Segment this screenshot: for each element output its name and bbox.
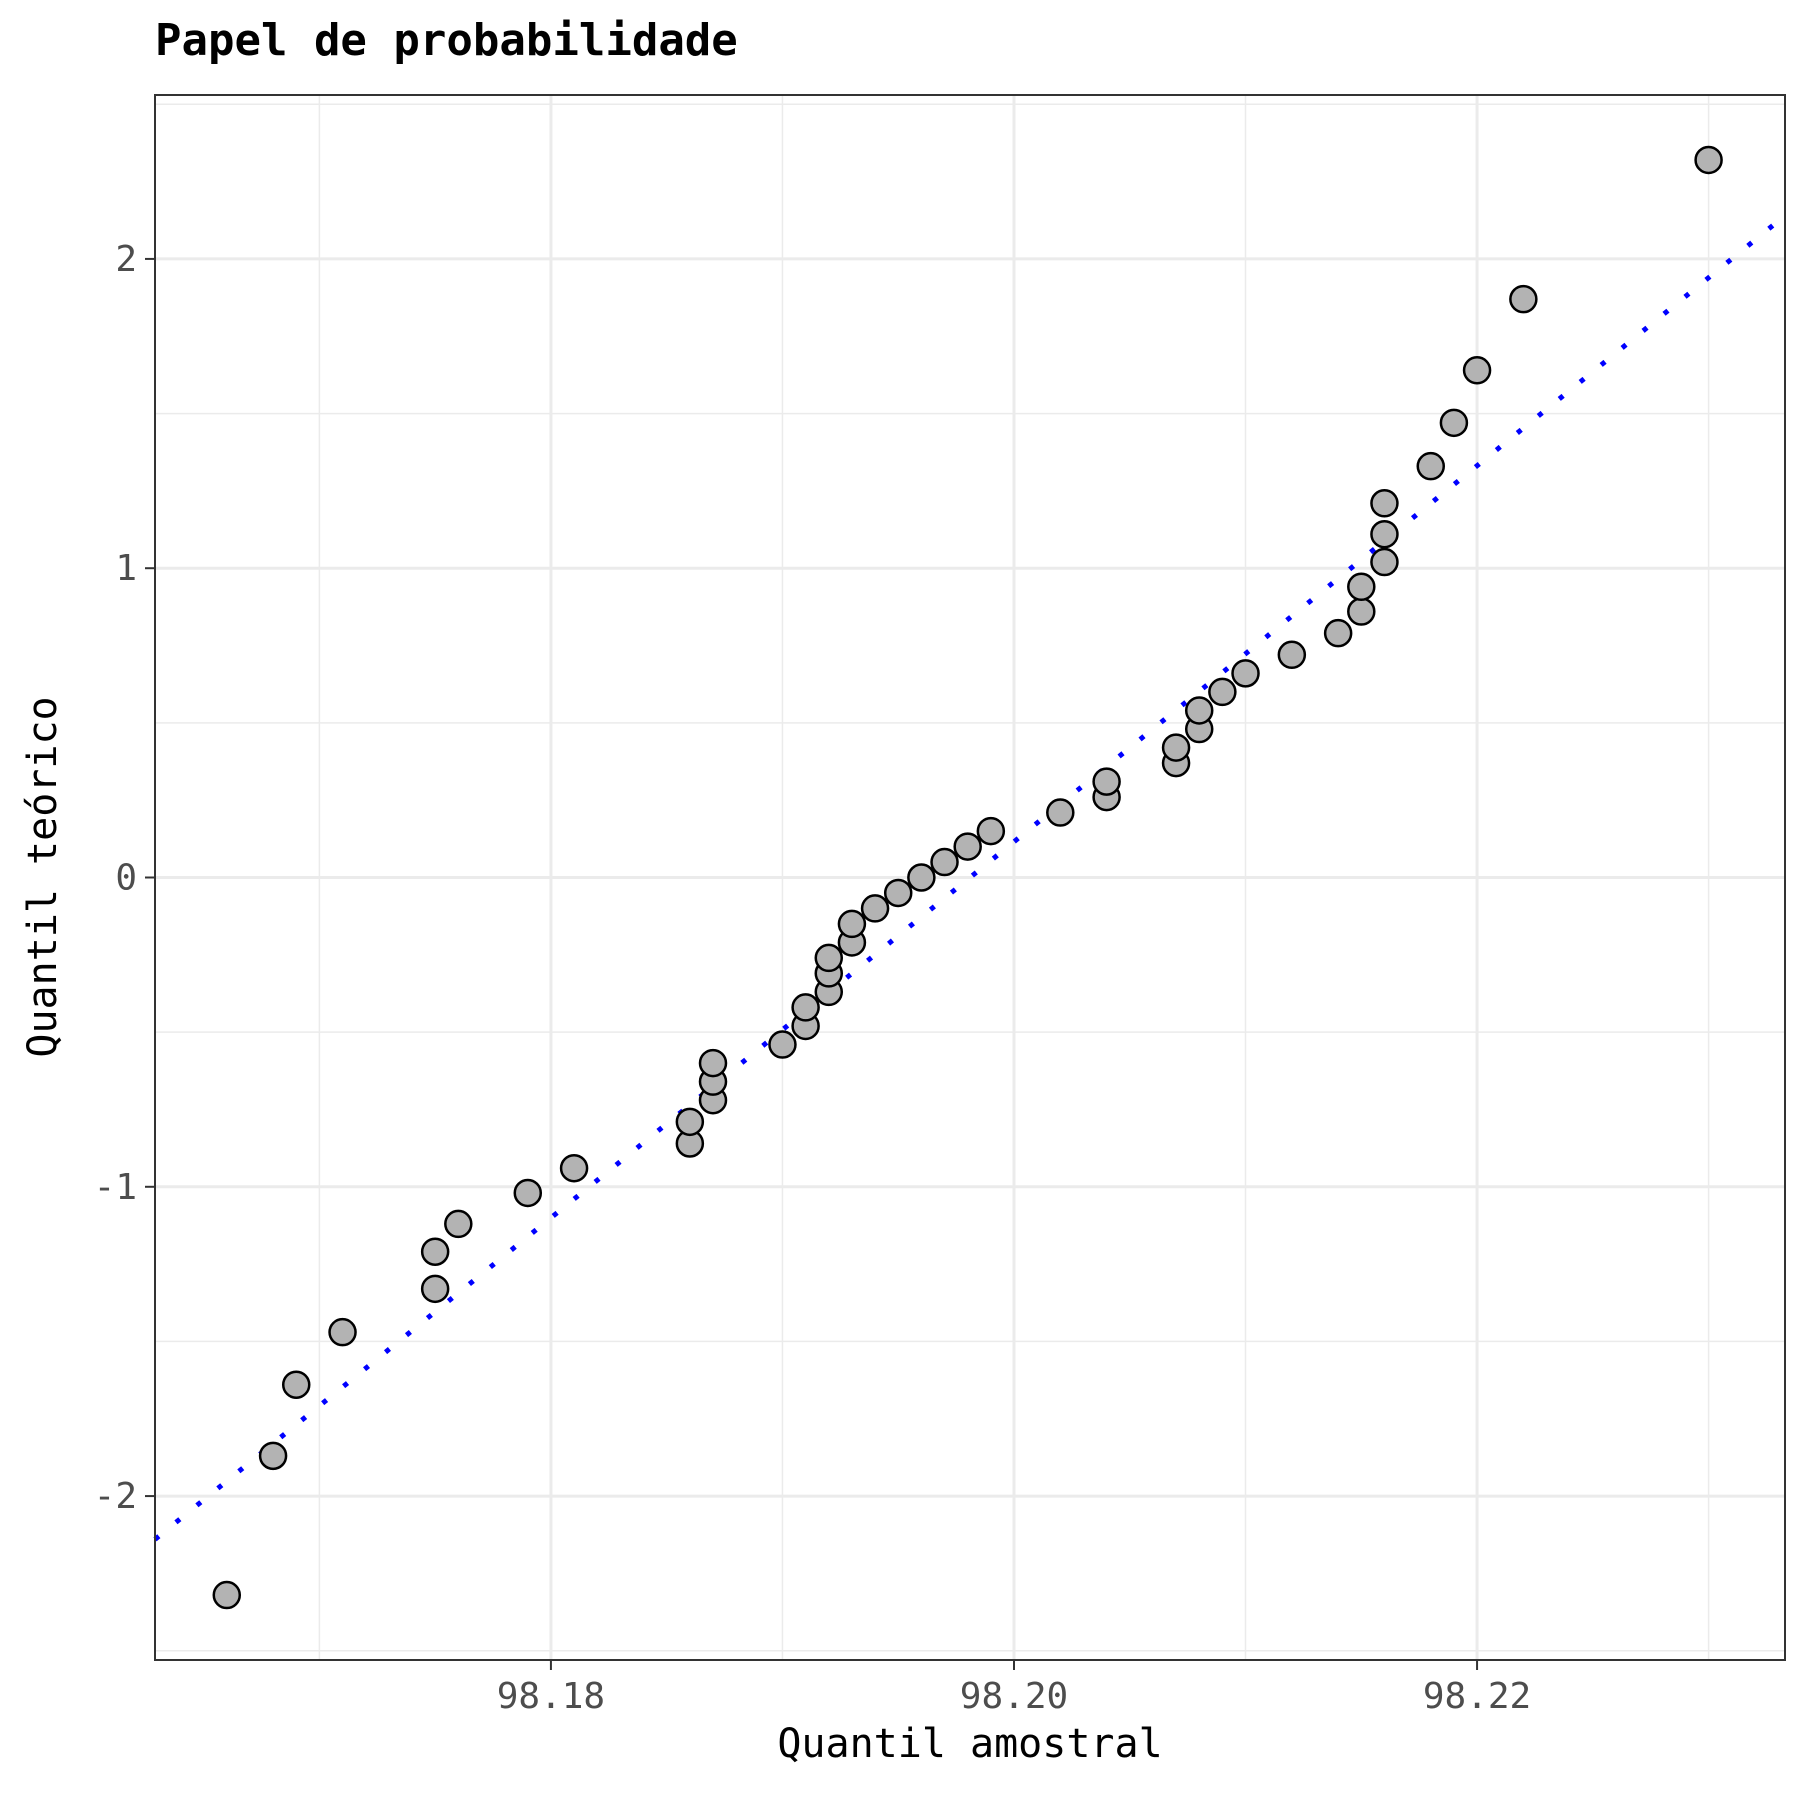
data-point <box>444 1209 473 1239</box>
data-point <box>953 832 982 861</box>
y-tick-label: 1 <box>115 548 137 589</box>
data-point <box>930 847 959 877</box>
data-point <box>1347 597 1376 626</box>
data-point <box>1370 489 1399 518</box>
data-point <box>212 1580 242 1610</box>
data-point <box>420 1237 450 1266</box>
data-point <box>1046 798 1075 827</box>
data-point <box>1277 640 1307 670</box>
data-point <box>1509 284 1538 314</box>
data-point <box>791 993 820 1022</box>
data-point <box>1161 733 1191 762</box>
data-point <box>559 1153 589 1183</box>
y-tick-label: 2 <box>115 239 137 280</box>
data-point <box>1092 767 1121 796</box>
data-point <box>1231 659 1260 688</box>
x-tick-label: 98.20 <box>960 1676 1068 1717</box>
data-point <box>281 1370 311 1399</box>
x-axis: 98.18 98.20 98.22 <box>497 1660 1531 1717</box>
data-point <box>1370 519 1399 549</box>
data-point <box>976 816 1006 846</box>
data-point <box>1370 547 1399 577</box>
data-point <box>907 863 936 892</box>
data-point <box>258 1441 288 1471</box>
x-tick-label: 98.18 <box>497 1676 605 1717</box>
data-point <box>883 878 913 908</box>
data-point <box>1416 451 1446 481</box>
data-point <box>1323 618 1353 648</box>
plot-panel <box>153 94 1787 1661</box>
data-point <box>860 894 890 923</box>
data-point <box>814 943 844 973</box>
data-point <box>513 1178 543 1208</box>
y-axis: -2 -1 0 1 2 <box>94 239 155 1517</box>
y-tick-label: -2 <box>94 1476 137 1517</box>
data-point <box>420 1274 450 1304</box>
data-points <box>212 145 1723 1610</box>
data-point <box>768 1030 797 1059</box>
grid-lines <box>155 95 1785 1660</box>
data-point <box>328 1317 357 1347</box>
data-point <box>1347 572 1376 602</box>
data-point <box>1208 677 1237 707</box>
data-point <box>1184 696 1214 725</box>
data-point <box>698 1048 728 1078</box>
y-tick-label: 0 <box>115 858 137 899</box>
data-point <box>1439 408 1469 438</box>
data-point <box>1462 356 1492 385</box>
y-axis-title: Quantil teórico <box>20 696 66 1057</box>
data-point <box>837 909 867 939</box>
y-tick-label: -1 <box>94 1167 137 1208</box>
x-tick-label: 98.22 <box>1423 1676 1531 1717</box>
x-axis-title: Quantil amostral <box>777 1721 1162 1767</box>
chart-title: Papel de probabilidade <box>155 15 738 66</box>
data-point <box>1694 145 1723 175</box>
data-point <box>675 1107 705 1137</box>
